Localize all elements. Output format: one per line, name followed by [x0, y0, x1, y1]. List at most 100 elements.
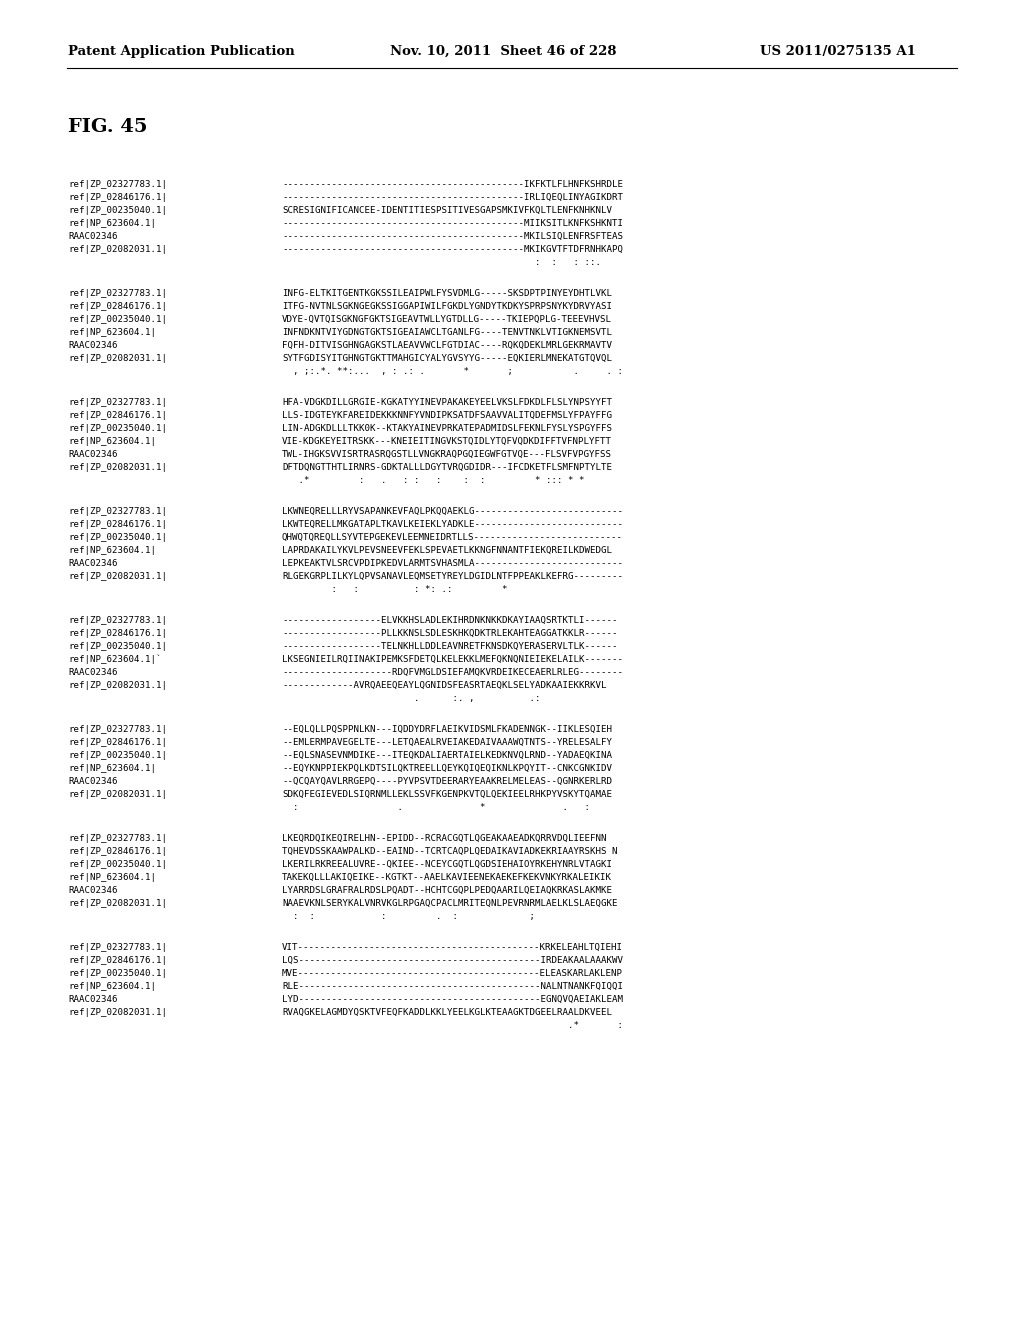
Text: ref|ZP_02082031.1|: ref|ZP_02082031.1|: [68, 899, 167, 908]
Text: --EQLQLLPQSPPNLKN---IQDDYDRFLAEIKVIDSMLFKADENNGK--IIKLESQIEH: --EQLQLLPQSPPNLKN---IQDDYDRFLAEIKVIDSMLF…: [282, 725, 612, 734]
Text: ref|NP_623604.1|: ref|NP_623604.1|: [68, 437, 156, 446]
Text: SDKQFEGIEVEDLSIQRNMLLEKLSSVFKGENPKVTQLQEKIEELRHKPYVSKYTQAMAE: SDKQFEGIEVEDLSIQRNMLLEKLSSVFKGENPKVTQLQE…: [282, 789, 612, 799]
Text: Patent Application Publication: Patent Application Publication: [68, 45, 295, 58]
Text: VDYE-QVTQISGKNGFGKTSIGEAVTWLLYGTDLLG-----TKIEPQPLG-TEEEVHVSL: VDYE-QVTQISGKNGFGKTSIGEAVTWLLYGTDLLG----…: [282, 315, 612, 323]
Text: --------------------------------------------IRLIQEQLINYAGIKDRT: ----------------------------------------…: [282, 193, 623, 202]
Text: FIG. 45: FIG. 45: [68, 117, 147, 136]
Text: HFA-VDGKDILLGRGIE-KGKATYYINEVPAKAKEYEELVKSLFDKDLFLSLYNPSYYFT: HFA-VDGKDILLGRGIE-KGKATYYINEVPAKAKEYEELV…: [282, 399, 612, 407]
Text: ref|ZP_02082031.1|: ref|ZP_02082031.1|: [68, 246, 167, 253]
Text: ref|ZP_02327783.1|: ref|ZP_02327783.1|: [68, 289, 167, 298]
Text: FQFH-DITVISGHNGAGKSTLAEAVVWCLFGTDIAC----RQKQDEKLMRLGEKRMAVTV: FQFH-DITVISGHNGAGKSTLAEAVVWCLFGTDIAC----…: [282, 341, 612, 350]
Text: RLE--------------------------------------------NALNTNANKFQIQQI: RLE-------------------------------------…: [282, 982, 623, 991]
Text: LQS--------------------------------------------IRDEAKAALAAAKWV: LQS-------------------------------------…: [282, 956, 623, 965]
Text: --EQLSNASEVNMDIKE---ITEQKDALIAERTAIELKEDKNVQLRND--YADAEQKINA: --EQLSNASEVNMDIKE---ITEQKDALIAERTAIELKED…: [282, 751, 612, 760]
Text: ref|ZP_02846176.1|: ref|ZP_02846176.1|: [68, 956, 167, 965]
Text: ref|ZP_00235040.1|: ref|ZP_00235040.1|: [68, 751, 167, 760]
Text: ref|ZP_02846176.1|: ref|ZP_02846176.1|: [68, 520, 167, 529]
Text: RAAC02346: RAAC02346: [68, 450, 118, 459]
Text: ref|ZP_02327783.1|: ref|ZP_02327783.1|: [68, 180, 167, 189]
Text: RAAC02346: RAAC02346: [68, 668, 118, 677]
Text: , ;:.*. **:...  , : .: .       *       ;           .     . :: , ;:.*. **:... , : .: . * ; . . :: [282, 367, 623, 376]
Text: ref|ZP_02082031.1|: ref|ZP_02082031.1|: [68, 354, 167, 363]
Text: ref|NP_623604.1|: ref|NP_623604.1|: [68, 982, 156, 991]
Text: ------------------ELVKKHSLADLEKIHRDNKNKKDKAYIAAQSRTKTLI------: ------------------ELVKKHSLADLEKIHRDNKNKK…: [282, 616, 617, 624]
Text: QHWQTQREQLLSYVTEPGEKEVLEEMNEIDRTLLS---------------------------: QHWQTQREQLLSYVTEPGEKEVLEEMNEIDRTLLS-----…: [282, 533, 623, 543]
Text: ref|NP_623604.1|: ref|NP_623604.1|: [68, 764, 156, 774]
Text: ref|ZP_02846176.1|: ref|ZP_02846176.1|: [68, 302, 167, 312]
Text: ------------------PLLKKNSLSDLESKHKQDKTRLEKAHTEAGGATKKLR------: ------------------PLLKKNSLSDLESKHKQDKTRL…: [282, 630, 617, 638]
Text: --------------------RDQFVMGLDSIEFAMQKVRDEIKECEAERLRLEG--------: --------------------RDQFVMGLDSIEFAMQKVRD…: [282, 668, 623, 677]
Text: ref|ZP_00235040.1|: ref|ZP_00235040.1|: [68, 315, 167, 323]
Text: .*       :: .* :: [282, 1020, 634, 1030]
Text: LLS-IDGTEYKFAREIDEKKKNNFYVNDIPKSATDFSAAVVALITQDEFMSLYFPAYFFG: LLS-IDGTEYKFAREIDEKKKNNFYVNDIPKSATDFSAAV…: [282, 411, 612, 420]
Text: DFTDQNGTTHTLIRNRS-GDKTALLLDGYTVRQGDIDR---IFCDKETFLSMFNPTYLTE: DFTDQNGTTHTLIRNRS-GDKTALLLDGYTVRQGDIDR--…: [282, 463, 612, 473]
Text: RAAC02346: RAAC02346: [68, 232, 118, 242]
Text: :  :            :         .  :             ;: : : : . : ;: [282, 912, 629, 921]
Text: ref|ZP_02846176.1|: ref|ZP_02846176.1|: [68, 630, 167, 638]
Text: ref|NP_623604.1|: ref|NP_623604.1|: [68, 219, 156, 228]
Text: -------------AVRQAEEQEAYLQGNIDSFEASRTAEQKLSELYADKAAIEKKRKVL: -------------AVRQAEEQEAYLQGNIDSFEASRTAEQ…: [282, 681, 606, 690]
Text: ref|ZP_02082031.1|: ref|ZP_02082031.1|: [68, 681, 167, 690]
Text: SCRESIGNIFICANCEE-IDENTITIESPSITIVESGAPSMKIVFKQLTLENFKNHKNLV: SCRESIGNIFICANCEE-IDENTITIESPSITIVESGAPS…: [282, 206, 612, 215]
Text: ------------------TELNKHLLDDLEAVNRETFKNSDKQYERASERVLTLK------: ------------------TELNKHLLDDLEAVNRETFKNS…: [282, 642, 617, 651]
Text: --EQYKNPPIEKPQLKDTSILQKTREELLQEYKQIQEQIKNLKPQYIT--CNKCGNKIDV: --EQYKNPPIEKPQLKDTSILQKTREELLQEYKQIQEQIK…: [282, 764, 612, 774]
Text: ref|ZP_00235040.1|: ref|ZP_00235040.1|: [68, 424, 167, 433]
Text: LKWNEQRELLLRYVSAPANKEVFAQLPKQQAEKLG---------------------------: LKWNEQRELLLRYVSAPANKEVFAQLPKQQAEKLG-----…: [282, 507, 623, 516]
Text: ref|ZP_00235040.1|: ref|ZP_00235040.1|: [68, 533, 167, 543]
Text: NAAEVKNLSERYKALVNRVKGLRPGAQCPACLMRITEQNLPEVRNRMLAELKLSLAEQGKE: NAAEVKNLSERYKALVNRVKGLRPGAQCPACLMRITEQNL…: [282, 899, 617, 908]
Text: RAAC02346: RAAC02346: [68, 341, 118, 350]
Text: ref|ZP_00235040.1|: ref|ZP_00235040.1|: [68, 969, 167, 978]
Text: ref|ZP_02082031.1|: ref|ZP_02082031.1|: [68, 463, 167, 473]
Text: ref|ZP_02327783.1|: ref|ZP_02327783.1|: [68, 942, 167, 952]
Text: LKERILRKREEALUVRE--QKIEE--NCEYCGQTLQGDSIEHAIOYRKEHYNRLVTAGKI: LKERILRKREEALUVRE--QKIEE--NCEYCGQTLQGDSI…: [282, 861, 612, 869]
Text: --------------------------------------------IKFKTLFLHNFKSHRDLE: ----------------------------------------…: [282, 180, 623, 189]
Text: VIT--------------------------------------------KRKELEAHLTQIEHI: VIT-------------------------------------…: [282, 942, 623, 952]
Text: LKWTEQRELLMKGATAPLTKAVLKEIEKLYADKLE---------------------------: LKWTEQRELLMKGATAPLTKAVLKEIEKLYADKLE-----…: [282, 520, 623, 529]
Text: :  :   : ::.: : : : ::.: [282, 257, 634, 267]
Text: US 2011/0275135 A1: US 2011/0275135 A1: [760, 45, 915, 58]
Text: ref|ZP_02327783.1|: ref|ZP_02327783.1|: [68, 616, 167, 624]
Text: LKEQRDQIKEQIRELHN--EPIDD--RCRACGQTLQGEAKAAEADKQRRVDQLIEEFNN: LKEQRDQIKEQIRELHN--EPIDD--RCRACGQTLQGEAK…: [282, 834, 606, 843]
Text: --------------------------------------------MKILSIQLENFRSFTEAS: ----------------------------------------…: [282, 232, 623, 242]
Text: ref|ZP_02327783.1|: ref|ZP_02327783.1|: [68, 725, 167, 734]
Text: LAPRDAKAILYKVLPEVSNEEVFEKLSPEVAETLKKNGFNNANTFIEKQREILKDWEDGL: LAPRDAKAILYKVLPEVSNEEVFEKLSPEVAETLKKNGFN…: [282, 546, 612, 554]
Text: TQHEVDSSKAAWPALKD--EAIND--TCRTCAQPLQEDAIKAVIADKEKRIAAYRSKHS N: TQHEVDSSKAAWPALKD--EAIND--TCRTCAQPLQEDAI…: [282, 847, 617, 855]
Text: .      :. ,          .:: . :. , .:: [282, 694, 629, 704]
Text: LKSEGNIEILRQIINAKIPEMKSFDETQLKELEKKLMEFQKNQNIEIEKELAILK-------: LKSEGNIEILRQIINAKIPEMKSFDETQLKELEKKLMEFQ…: [282, 655, 623, 664]
Text: VIE-KDGKEYEITRSKK---KNEIEITINGVKSTQIDLYTQFVQDKDIFFTVFNPLYFTT: VIE-KDGKEYEITRSKK---KNEIEITINGVKSTQIDLYT…: [282, 437, 612, 446]
Text: --QCQAYQAVLRRGEPQ----PYVPSVTDEERARYEAAKRELMELEAS--QGNRKERLRD: --QCQAYQAVLRRGEPQ----PYVPSVTDEERARYEAAKR…: [282, 777, 612, 785]
Text: ref|ZP_02846176.1|: ref|ZP_02846176.1|: [68, 847, 167, 855]
Text: ITFG-NVTNLSGKNGEGKSSIGGAPIWILFGKDLYGNDYTKDKYSPRPSNYKYDRVYASI: ITFG-NVTNLSGKNGEGKSSIGGAPIWILFGKDLYGNDYT…: [282, 302, 612, 312]
Text: INFNDKNTVIYGDNGTGKTSIGEAIAWCLTGANLFG----TENVTNKLVTIGKNEMSVTL: INFNDKNTVIYGDNGTGKTSIGEAIAWCLTGANLFG----…: [282, 327, 612, 337]
Text: LYARRDSLGRAFRALRDSLPQADT--HCHTCGQPLPEDQAARILQEIAQKRKASLAKMKE: LYARRDSLGRAFRALRDSLPQADT--HCHTCGQPLPEDQA…: [282, 886, 612, 895]
Text: ref|ZP_02082031.1|: ref|ZP_02082031.1|: [68, 1008, 167, 1016]
Text: ref|ZP_02327783.1|: ref|ZP_02327783.1|: [68, 507, 167, 516]
Text: LIN-ADGKDLLLTKK0K--KTAKYAINEVPRKATEPADMIDSLFEKNLFYSLYSPGYFFS: LIN-ADGKDLLLTKK0K--KTAKYAINEVPRKATEPADMI…: [282, 424, 612, 433]
Text: LYD--------------------------------------------EGNQVQAEIAKLEAM: LYD-------------------------------------…: [282, 995, 623, 1005]
Text: ref|NP_623604.1|`: ref|NP_623604.1|`: [68, 655, 162, 664]
Text: MVE--------------------------------------------ELEASKARLAKLENP: MVE-------------------------------------…: [282, 969, 623, 978]
Text: ref|ZP_02082031.1|: ref|ZP_02082031.1|: [68, 572, 167, 581]
Text: --EMLERMPAVEGELTE---LETQAEALRVEIAKEDAIVAAAWQTNTS--YRELESALFY: --EMLERMPAVEGELTE---LETQAEALRVEIAKEDAIVA…: [282, 738, 612, 747]
Text: ref|ZP_02327783.1|: ref|ZP_02327783.1|: [68, 399, 167, 407]
Text: RLGEKGRPLILKYLQPVSANAVLEQMSETYREYLDGIDLNTFPPEAKLKEFRG---------: RLGEKGRPLILKYLQPVSANAVLEQMSETYREYLDGIDLN…: [282, 572, 623, 581]
Text: RAAC02346: RAAC02346: [68, 777, 118, 785]
Text: ref|NP_623604.1|: ref|NP_623604.1|: [68, 327, 156, 337]
Text: ref|ZP_00235040.1|: ref|ZP_00235040.1|: [68, 642, 167, 651]
Text: ref|ZP_00235040.1|: ref|ZP_00235040.1|: [68, 861, 167, 869]
Text: ref|ZP_00235040.1|: ref|ZP_00235040.1|: [68, 206, 167, 215]
Text: TWL-IHGKSVVISRTRASRQGSTLLVNGKRAQPGQIEGWFGTVQE---FLSVFVPGYFSS: TWL-IHGKSVVISRTRASRQGSTLLVNGKRAQPGQIEGWF…: [282, 450, 612, 459]
Text: ref|ZP_02082031.1|: ref|ZP_02082031.1|: [68, 789, 167, 799]
Text: Nov. 10, 2011  Sheet 46 of 228: Nov. 10, 2011 Sheet 46 of 228: [390, 45, 616, 58]
Text: SYTFGDISYITGHNGTGKTTMAHGICYALYGVSYYG-----EQKIERLMNEKATGTQVQL: SYTFGDISYITGHNGTGKTTMAHGICYALYGVSYYG----…: [282, 354, 612, 363]
Text: --------------------------------------------MKIKGVTFTDFRNHKAPQ: ----------------------------------------…: [282, 246, 623, 253]
Text: ref|ZP_02846176.1|: ref|ZP_02846176.1|: [68, 411, 167, 420]
Text: TAKEKQLLLAKIQEIKE--KGTKT--AAELKAVIEENEKAEKEFKEKVNKYRKALEIKIK: TAKEKQLLLAKIQEIKE--KGTKT--AAELKAVIEENEKA…: [282, 873, 612, 882]
Text: .*         :   .   : :   :    :  :         * ::: * *: .* : . : : : : : * ::: * *: [282, 477, 623, 484]
Text: LEPKEAKTVLSRCVPDIPKEDVLARMTSVHASMLA---------------------------: LEPKEAKTVLSRCVPDIPKEDVLARMTSVHASMLA-----…: [282, 558, 623, 568]
Text: ref|ZP_02846176.1|: ref|ZP_02846176.1|: [68, 193, 167, 202]
Text: ref|NP_623604.1|: ref|NP_623604.1|: [68, 873, 156, 882]
Text: RAAC02346: RAAC02346: [68, 558, 118, 568]
Text: --------------------------------------------MIIKSITLKNFKSHKNTI: ----------------------------------------…: [282, 219, 623, 228]
Text: :   :          : *: .:         *: : : : *: .: *: [282, 585, 629, 594]
